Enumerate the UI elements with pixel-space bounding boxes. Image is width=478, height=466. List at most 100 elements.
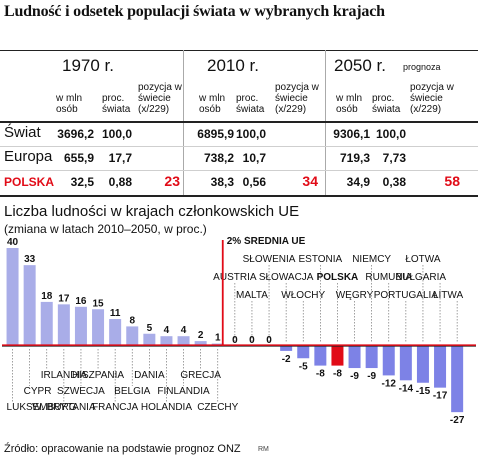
bar bbox=[6, 248, 19, 346]
bar bbox=[109, 319, 122, 346]
value: 100,0 bbox=[101, 127, 132, 141]
rank-value: 23 bbox=[164, 173, 180, 189]
bar bbox=[74, 306, 87, 346]
category-label: SZWECJA bbox=[57, 386, 105, 397]
value-label: 16 bbox=[75, 296, 87, 307]
row-label-europe: Europa bbox=[4, 148, 53, 165]
top-rule bbox=[0, 50, 478, 51]
bar bbox=[40, 301, 53, 346]
value: 34,9 bbox=[346, 175, 370, 189]
category-label: HISZPANIA bbox=[72, 370, 124, 381]
value-label: 0 bbox=[232, 335, 238, 346]
value: 100,0 bbox=[375, 127, 406, 141]
category-label: FINLANDIA bbox=[157, 386, 210, 397]
value-label: 33 bbox=[24, 254, 36, 265]
year-2050: 2050 r. bbox=[334, 56, 386, 75]
bar bbox=[434, 346, 447, 388]
value-label: -2 bbox=[282, 354, 291, 365]
col-header-pos: pozycja w świecie (x/229) bbox=[275, 82, 319, 115]
bar bbox=[177, 336, 190, 346]
category-label: DANIA bbox=[134, 370, 165, 381]
col-header-proc: proc. świata bbox=[372, 93, 401, 115]
bar bbox=[280, 346, 293, 351]
value-label: 4 bbox=[164, 325, 170, 336]
bar bbox=[57, 304, 70, 346]
col-header-mln: w mln osób bbox=[336, 93, 363, 115]
header-rule bbox=[0, 121, 478, 123]
reference-label: 2% ŚREDNIA UE bbox=[227, 236, 306, 247]
category-label: IRLANDIA bbox=[41, 370, 87, 381]
value-label: 8 bbox=[129, 315, 135, 326]
category-label: ŁOTWA bbox=[405, 254, 441, 265]
bar bbox=[314, 346, 327, 366]
bar bbox=[297, 346, 310, 359]
category-label: NIEMCY bbox=[352, 254, 391, 265]
value: 9306,1 bbox=[333, 127, 370, 141]
category-label: HOLANDIA bbox=[141, 402, 192, 413]
category-label: SŁOWACJA bbox=[259, 272, 314, 283]
col-header-mln: w mln osób bbox=[199, 93, 226, 115]
category-label: ESTONIA bbox=[298, 254, 342, 265]
category-label: RUMUNIA bbox=[365, 272, 412, 283]
value: 0,56 bbox=[242, 175, 266, 189]
category-label: CYPR bbox=[24, 386, 52, 397]
value-label: -9 bbox=[367, 371, 376, 382]
bar bbox=[194, 341, 207, 346]
bar bbox=[382, 346, 395, 376]
value-label: -27 bbox=[450, 415, 465, 426]
value-label: 1 bbox=[215, 333, 221, 344]
col-header-proc: proc. świata bbox=[236, 93, 265, 115]
value: 719,3 bbox=[339, 151, 370, 165]
year-1970: 1970 r. bbox=[62, 56, 114, 75]
col-header-proc: proc. świata bbox=[102, 93, 131, 115]
category-label: AUSTRIA bbox=[213, 272, 257, 283]
value-label: -9 bbox=[350, 371, 359, 382]
credit: RM bbox=[258, 446, 269, 453]
bar-chart: LUKSEMBURG CYPR IRLANDIA W. BRYTANIA SZWECJA… bbox=[2, 236, 476, 426]
value: 0,88 bbox=[108, 175, 132, 189]
category-label: CZECHY bbox=[197, 402, 238, 413]
category-label: POLSKA bbox=[317, 272, 359, 283]
value-label: 17 bbox=[58, 293, 70, 304]
value-label: -14 bbox=[399, 383, 414, 394]
category-label: W. BRYTANIA bbox=[32, 402, 96, 413]
category-label: GRECJA bbox=[180, 370, 221, 381]
value-label: 40 bbox=[7, 237, 19, 248]
value: 738,2 bbox=[203, 151, 234, 165]
rank-value: 58 bbox=[444, 173, 460, 189]
category-label: SŁOWENIA bbox=[243, 254, 296, 265]
rank-value: 34 bbox=[302, 173, 318, 189]
value: 32,5 bbox=[70, 175, 94, 189]
value: 0,38 bbox=[382, 175, 406, 189]
bar bbox=[331, 346, 344, 366]
bar bbox=[399, 346, 412, 381]
value-label: -5 bbox=[299, 361, 308, 372]
value: 655,9 bbox=[63, 151, 94, 165]
bar bbox=[416, 346, 429, 383]
col-header-pos: pozycja w świecie (x/229) bbox=[138, 82, 182, 115]
forecast-label: prognoza bbox=[403, 62, 441, 72]
population-table: 1970 r. 2010 r. 2050 r. prognoza w mln o… bbox=[0, 0, 478, 200]
bar bbox=[126, 326, 139, 346]
bar bbox=[365, 346, 378, 369]
value-label: 11 bbox=[110, 308, 121, 319]
page-title: Ludność i odsetek populacji świata w wyb… bbox=[4, 3, 385, 20]
value-label: -8 bbox=[333, 369, 342, 380]
bar bbox=[92, 309, 105, 346]
value: 6895,9 bbox=[197, 127, 234, 141]
value: 17,7 bbox=[108, 151, 132, 165]
value: 10,7 bbox=[242, 151, 266, 165]
value-label: 2 bbox=[198, 330, 204, 341]
value-label: 18 bbox=[41, 291, 53, 302]
value: 100,0 bbox=[235, 127, 266, 141]
bar bbox=[451, 346, 464, 413]
bar bbox=[348, 346, 361, 369]
value-label: -15 bbox=[416, 386, 431, 397]
category-label: WŁOCHY bbox=[281, 290, 325, 301]
bar bbox=[23, 265, 36, 346]
value: 7,73 bbox=[382, 151, 406, 165]
col-header-pos: pozycja w świecie (x/229) bbox=[410, 82, 454, 115]
value-label: 4 bbox=[181, 325, 187, 336]
value-label: -17 bbox=[433, 391, 448, 402]
row-label-world: Świat bbox=[4, 124, 41, 141]
